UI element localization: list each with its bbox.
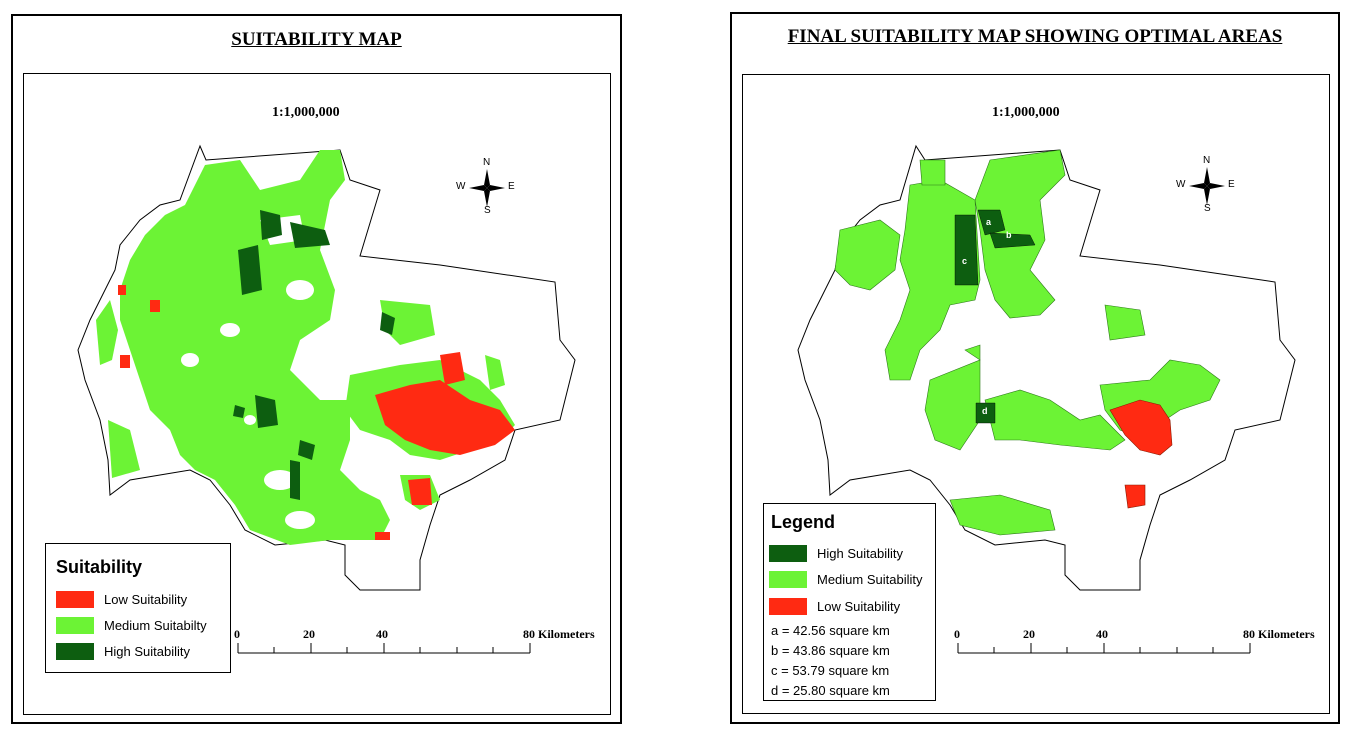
right-map-frame [742, 74, 1330, 714]
compass-star-icon [1189, 167, 1225, 205]
right-area-markers: a b c d [962, 217, 1012, 416]
right-low-areas [1109, 399, 1173, 509]
scalebar-tick-0: 0 [234, 627, 240, 641]
compass-s-label: S [484, 205, 491, 216]
right-high-areas [954, 209, 1036, 424]
scalebar-end-label: 80 Kilometers [523, 627, 595, 641]
legend-item-medium: Medium Suitabilty [56, 617, 207, 634]
left-high-areas [233, 210, 395, 500]
area-line-b: b = 43.86 square km [771, 643, 890, 658]
legend-item-low: Low Suitability [56, 591, 187, 608]
scalebar-end-label: 80 Kilometers [1243, 627, 1315, 641]
compass-w-label: W [456, 181, 466, 192]
compass-e-label: E [508, 181, 515, 192]
legend-swatch-high [769, 545, 807, 562]
area-line-a: a = 42.56 square km [771, 623, 890, 638]
left-low-areas [118, 285, 515, 540]
area-marker-c: c [962, 256, 967, 266]
scalebar-line [237, 643, 531, 654]
legend-item-medium: Medium Suitability [769, 571, 923, 588]
right-north-arrow: N W E S [1176, 155, 1235, 215]
legend-item-high: High Suitability [769, 545, 903, 562]
right-scale-text: 1:1,000,000 [992, 105, 1060, 120]
right-legend-title: Legend [771, 512, 836, 532]
compass-n-label: N [1203, 155, 1211, 166]
left-north-arrow: N W E S [456, 157, 515, 217]
legend-item-high: High Suitability [56, 643, 190, 660]
left-scalebar: 0 20 40 80 Kilometers [234, 625, 606, 665]
legend-label-high: High Suitability [104, 644, 190, 659]
scalebar-tick-20: 20 [303, 627, 315, 641]
right-panel-title: FINAL SUITABILITY MAP SHOWING OPTIMAL AR… [787, 26, 1283, 47]
scalebar-tick-40: 40 [376, 627, 388, 641]
area-line-d: d = 25.80 square km [771, 683, 890, 698]
left-panel-title: SUITABILITY MAP [231, 29, 402, 50]
scalebar-tick-40: 40 [1096, 627, 1108, 641]
legend-label-medium: Medium Suitability [817, 572, 923, 587]
left-legend: Suitability Low Suitability Medium Suita… [45, 543, 231, 673]
compass-w-label: W [1176, 179, 1186, 190]
legend-swatch-medium [769, 571, 807, 588]
compass-n-label: N [483, 157, 491, 168]
scalebar-tick-20: 20 [1023, 627, 1035, 641]
legend-swatch-high [56, 643, 94, 660]
area-line-c: c = 53.79 square km [771, 663, 890, 678]
right-medium-areas [834, 149, 1221, 536]
legend-label-high: High Suitability [817, 546, 903, 561]
legend-swatch-low [769, 598, 807, 615]
legend-label-medium: Medium Suitabilty [104, 618, 207, 633]
legend-swatch-low [56, 591, 94, 608]
compass-star-icon [469, 169, 505, 207]
right-scalebar: 0 20 40 80 Kilometers [954, 625, 1326, 665]
scalebar-tick-0: 0 [954, 627, 960, 641]
right-legend: Legend High Suitability Medium Suitabili… [763, 503, 936, 701]
compass-s-label: S [1204, 203, 1211, 214]
left-legend-title: Suitability [56, 557, 143, 577]
left-scale-text: 1:1,000,000 [272, 105, 340, 120]
legend-item-low: Low Suitability [769, 598, 900, 615]
legend-label-low: Low Suitability [104, 592, 188, 607]
area-marker-b: b [1006, 230, 1012, 240]
left-map-frame [23, 73, 611, 715]
legend-swatch-medium [56, 617, 94, 634]
legend-label-low: Low Suitability [817, 599, 901, 614]
area-marker-d: d [982, 406, 988, 416]
compass-e-label: E [1228, 179, 1235, 190]
left-medium-areas [96, 150, 515, 545]
scalebar-line [957, 643, 1251, 654]
area-marker-a: a [986, 217, 992, 227]
